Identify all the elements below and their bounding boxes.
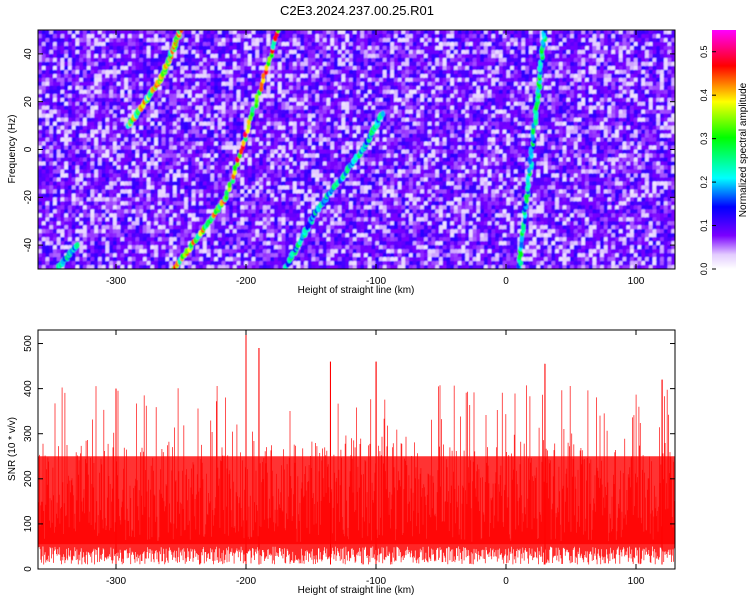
spectrogram-cells <box>38 30 675 269</box>
figure-title: C2E3.2024.237.00.25.R01 <box>280 3 434 18</box>
